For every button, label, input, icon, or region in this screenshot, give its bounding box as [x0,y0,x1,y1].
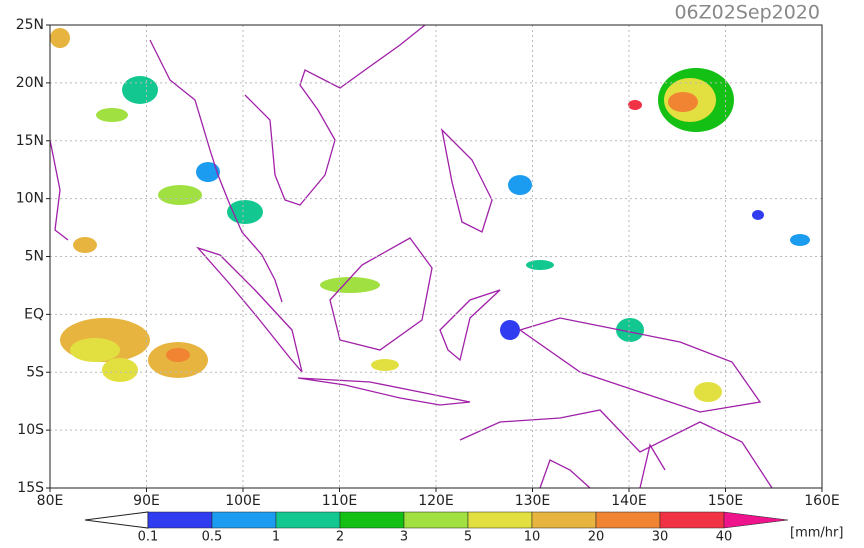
lon-tick-label: 90E [133,493,160,509]
lon-tick-label: 140E [611,493,647,509]
colorbar-label: 0.5 [202,530,223,545]
lat-tick-label: 5N [25,249,44,265]
colorbar-box [275,511,341,529]
colorbar-label: 5 [464,530,472,545]
colorbar-box [595,511,661,529]
lat-tick-label: 10N [16,191,44,207]
colorbar-box [339,511,405,529]
lon-tick-label: 120E [418,493,454,509]
lon-tick-label: 160E [804,493,840,509]
lon-tick-label: 100E [225,493,261,509]
colorbar-under [84,511,149,529]
lat-tick-label: 25N [16,17,44,33]
colorbar-label: 40 [716,530,733,545]
colorbar-label: 2 [336,530,344,545]
lat-tick-label: 15N [16,133,44,149]
colorbar: 0.1 0.5 1 2 3 5 10 20 30 40 [84,511,789,545]
colorbar-box [403,511,469,529]
lat-tick-label: 10S [17,422,44,438]
colorbar-label: 0.1 [138,530,159,545]
colorbar-box [211,511,277,529]
colorbar-label: 30 [652,530,669,545]
rain-field [50,28,810,402]
lat-tick-label: 15S [17,480,44,496]
lat-tick-label: 5S [26,364,44,380]
lat-tick-label: 20N [16,75,44,91]
axes: 80E 90E 100E 110E 120E 130E 140E 150E 160E 25N 20N… [16,17,840,509]
lon-tick-label: 150E [708,493,744,509]
colorbar-box [531,511,597,529]
coastlines [49,24,773,489]
colorbar-label: 1 [272,530,280,545]
colorbar-label: 3 [400,530,408,545]
lon-tick-label: 130E [515,493,551,509]
colorbar-box [147,511,213,529]
colorbar-box [659,511,725,529]
colorbar-box [467,511,533,529]
lon-tick-label: 110E [322,493,358,509]
lat-tick-label: EQ [24,306,44,322]
colorbar-label: 10 [524,530,541,545]
colorbar-over [723,511,789,529]
unit-label: [mm/hr] [790,526,843,541]
lon-tick-label: 80E [37,493,64,509]
title: 06Z02Sep2020 [674,2,820,24]
colorbar-label: 20 [588,530,605,545]
